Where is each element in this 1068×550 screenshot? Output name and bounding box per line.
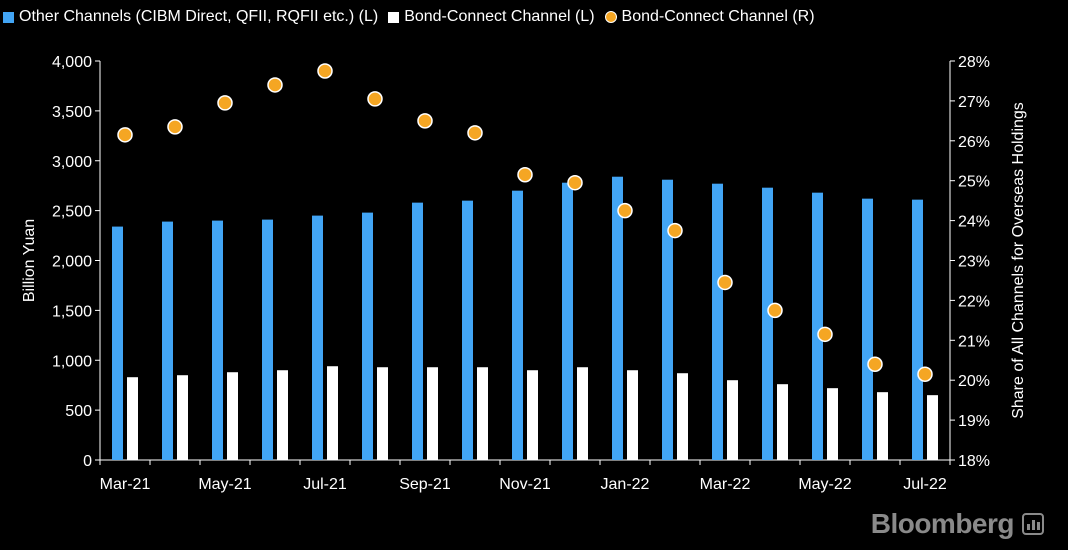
- point-bond-connect-share: [567, 174, 583, 191]
- bar-bond-connect: [327, 366, 338, 460]
- x-tick-label: May-22: [798, 476, 851, 493]
- bar-other-channels: [162, 221, 173, 460]
- y-tick-label-right: 20%: [958, 373, 990, 390]
- chart-legend: Other Channels (CIBM Direct, QFII, RQFII…: [0, 6, 825, 28]
- x-tick-label: Jul-21: [303, 476, 347, 493]
- bloomberg-terminal-icon: [1022, 513, 1044, 535]
- point-bond-connect-share: [767, 302, 783, 319]
- bar-other-channels: [112, 226, 123, 460]
- x-tick-label: Nov-21: [499, 476, 551, 493]
- point-bond-connect-share: [467, 125, 483, 141]
- y-tick-label-left: 2,500: [52, 204, 92, 221]
- bar-other-channels: [362, 212, 373, 460]
- y-tick-label-left: 1,000: [52, 353, 92, 370]
- legend-swatch-white: [388, 11, 400, 23]
- x-tick-label: Jan-22: [601, 476, 650, 493]
- point-bond-connect-share: [417, 113, 433, 129]
- bar-bond-connect: [677, 373, 688, 460]
- point-bond-connect-share: [167, 119, 183, 135]
- bar-bond-connect: [177, 375, 188, 460]
- bar-other-channels: [612, 176, 623, 460]
- point-bond-connect-share: [117, 127, 133, 143]
- bar-bond-connect: [477, 367, 488, 460]
- y-tick-label-right: 22%: [958, 293, 990, 310]
- point-bond-connect-share: [917, 366, 933, 382]
- bar-other-channels: [312, 215, 323, 460]
- y-tick-label-left: 3,500: [52, 104, 92, 121]
- legend-item-other-channels: Other Channels (CIBM Direct, QFII, RQFII…: [3, 8, 378, 26]
- y-tick-label-left: 500: [65, 403, 92, 420]
- y-axis-title-left: Billion Yuan: [21, 219, 38, 302]
- y-tick-label-right: 18%: [958, 453, 990, 470]
- bar-other-channels: [712, 183, 723, 460]
- y-tick-label-right: 26%: [958, 134, 990, 151]
- point-bond-connect-share: [617, 202, 633, 219]
- point-bond-connect-share: [867, 356, 883, 372]
- y-tick-label-left: 4,000: [52, 54, 92, 71]
- bar-bond-connect: [577, 367, 588, 460]
- bar-bond-connect: [227, 372, 238, 460]
- legend-item-bond-connect-right: Bond-Connect Channel (R): [604, 8, 815, 26]
- y-tick-label-left: 2,000: [52, 254, 92, 271]
- point-bond-connect-share: [367, 91, 383, 107]
- bar-other-channels: [262, 219, 273, 460]
- legend-swatch-blue: [3, 11, 14, 23]
- bar-bond-connect: [827, 388, 838, 460]
- point-bond-connect-share: [217, 95, 233, 111]
- legend-label: Bond-Connect Channel (L): [404, 8, 595, 25]
- bar-bond-connect: [777, 384, 788, 460]
- point-bond-connect-share: [517, 166, 533, 183]
- bar-other-channels: [212, 220, 223, 460]
- x-tick-label: May-21: [198, 476, 251, 493]
- bar-other-channels: [912, 199, 923, 460]
- point-bond-connect-share: [267, 77, 283, 93]
- y-tick-label-right: 27%: [958, 94, 990, 111]
- y-tick-label-right: 25%: [958, 174, 990, 191]
- legend-item-bond-connect-left: Bond-Connect Channel (L): [388, 8, 595, 26]
- y-axis-title-right: Share of All Channels for Overseas Holdi…: [1010, 102, 1027, 419]
- bar-other-channels: [862, 198, 873, 460]
- x-tick-label: Mar-22: [700, 476, 751, 493]
- bar-other-channels: [412, 202, 423, 460]
- bar-other-channels: [462, 200, 473, 460]
- y-tick-label-right: 28%: [958, 54, 990, 71]
- y-tick-label-left: 3,000: [52, 154, 92, 171]
- bar-bond-connect: [277, 370, 288, 460]
- y-tick-label-left: 0: [83, 453, 92, 470]
- x-tick-label: Jul-22: [903, 476, 947, 493]
- bar-bond-connect: [627, 370, 638, 460]
- bar-other-channels: [562, 182, 573, 460]
- y-tick-label-right: 24%: [958, 214, 990, 231]
- bar-bond-connect: [527, 370, 538, 460]
- bar-bond-connect: [727, 380, 738, 460]
- bar-bond-connect: [377, 367, 388, 460]
- brand-name: Bloomberg: [870, 508, 1015, 539]
- legend-label: Other Channels (CIBM Direct, QFII, RQFII…: [19, 8, 379, 25]
- bar-other-channels: [762, 187, 773, 460]
- x-tick-label: Sep-21: [399, 476, 451, 493]
- point-bond-connect-share: [667, 222, 683, 239]
- bar-other-channels: [512, 190, 523, 461]
- point-bond-connect-share: [817, 326, 833, 343]
- legend-swatch-orange-dot: [604, 11, 617, 23]
- bar-bond-connect: [927, 395, 938, 460]
- bar-other-channels: [662, 179, 673, 460]
- point-bond-connect-share: [317, 63, 333, 79]
- x-tick-label: Mar-21: [100, 476, 151, 493]
- y-tick-label-right: 21%: [958, 333, 990, 350]
- bar-other-channels: [812, 192, 823, 461]
- bar-bond-connect: [427, 367, 438, 460]
- y-tick-label-right: 19%: [958, 413, 990, 430]
- bloomberg-logo: Bloomberg: [871, 508, 1044, 540]
- y-tick-label-right: 23%: [958, 254, 990, 271]
- point-bond-connect-share: [717, 274, 733, 291]
- legend-label: Bond-Connect Channel (R): [621, 8, 815, 25]
- bar-bond-connect: [877, 392, 888, 460]
- y-tick-label-left: 1,500: [52, 303, 92, 320]
- bar-bond-connect: [127, 377, 138, 460]
